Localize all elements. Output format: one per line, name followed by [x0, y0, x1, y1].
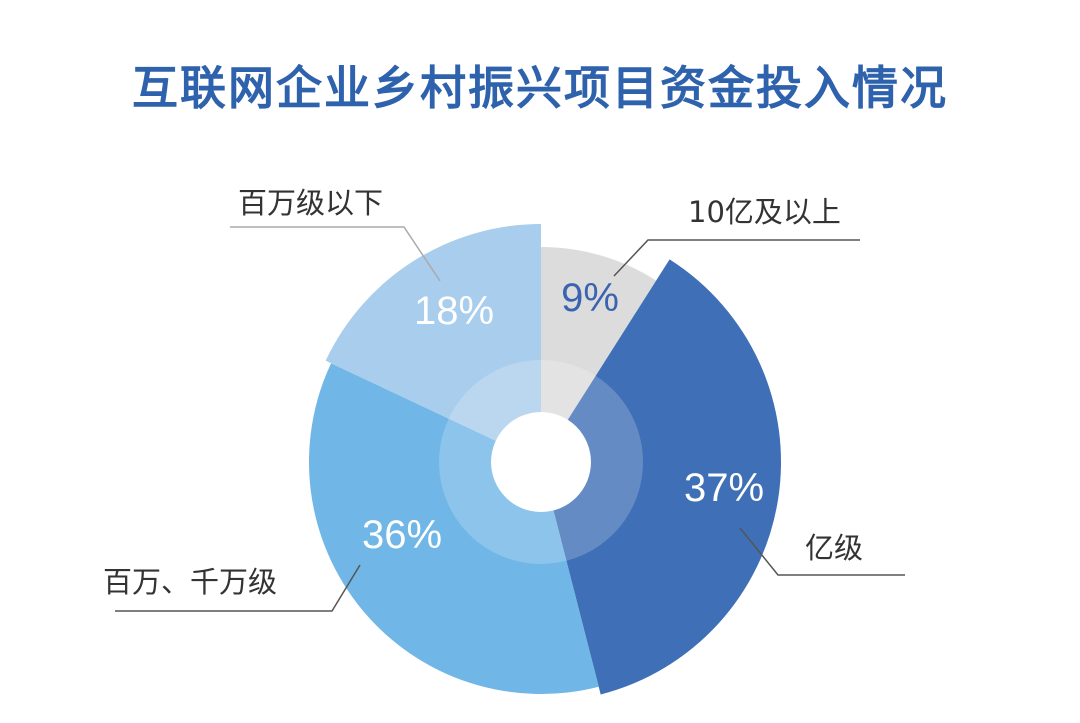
inner-ring-group — [438, 360, 644, 565]
category-label-million-ten-million: 百万、千万级 — [103, 565, 277, 599]
donut-center-hole — [491, 412, 591, 512]
slice-below-million — [325, 224, 541, 462]
slice-10-plus-billion — [541, 247, 657, 462]
leader-line-below-million — [230, 226, 441, 282]
value-label-million-ten-million: 36% — [362, 513, 442, 557]
leader-lines-group — [115, 226, 905, 612]
inner-ring-10-plus-billion — [541, 360, 596, 420]
value-label-hundred-million: 37% — [684, 466, 764, 510]
leader-line-million-ten-million — [115, 564, 361, 612]
chart-title: 互联网企业乡村振兴项目资金投入情况 — [132, 61, 948, 115]
slice-hundred-million — [541, 259, 782, 695]
leader-line-hundred-million — [739, 527, 905, 576]
leader-line-10-plus-billion — [613, 239, 860, 277]
category-label-below-million: 百万级以下 — [238, 186, 383, 220]
inner-ring-below-million — [448, 360, 541, 441]
category-label-10-plus-billion: 10亿及以上 — [688, 195, 841, 229]
category-label-hundred-million: 亿级 — [805, 531, 863, 565]
slice-million-ten-million — [309, 363, 599, 694]
slices-group — [309, 224, 782, 695]
value-label-below-million: 18% — [414, 289, 494, 333]
inner-ring-million-ten-million — [438, 418, 567, 565]
inner-ring-hundred-million — [553, 375, 644, 561]
value-label-10-plus-billion: 9% — [561, 276, 619, 320]
